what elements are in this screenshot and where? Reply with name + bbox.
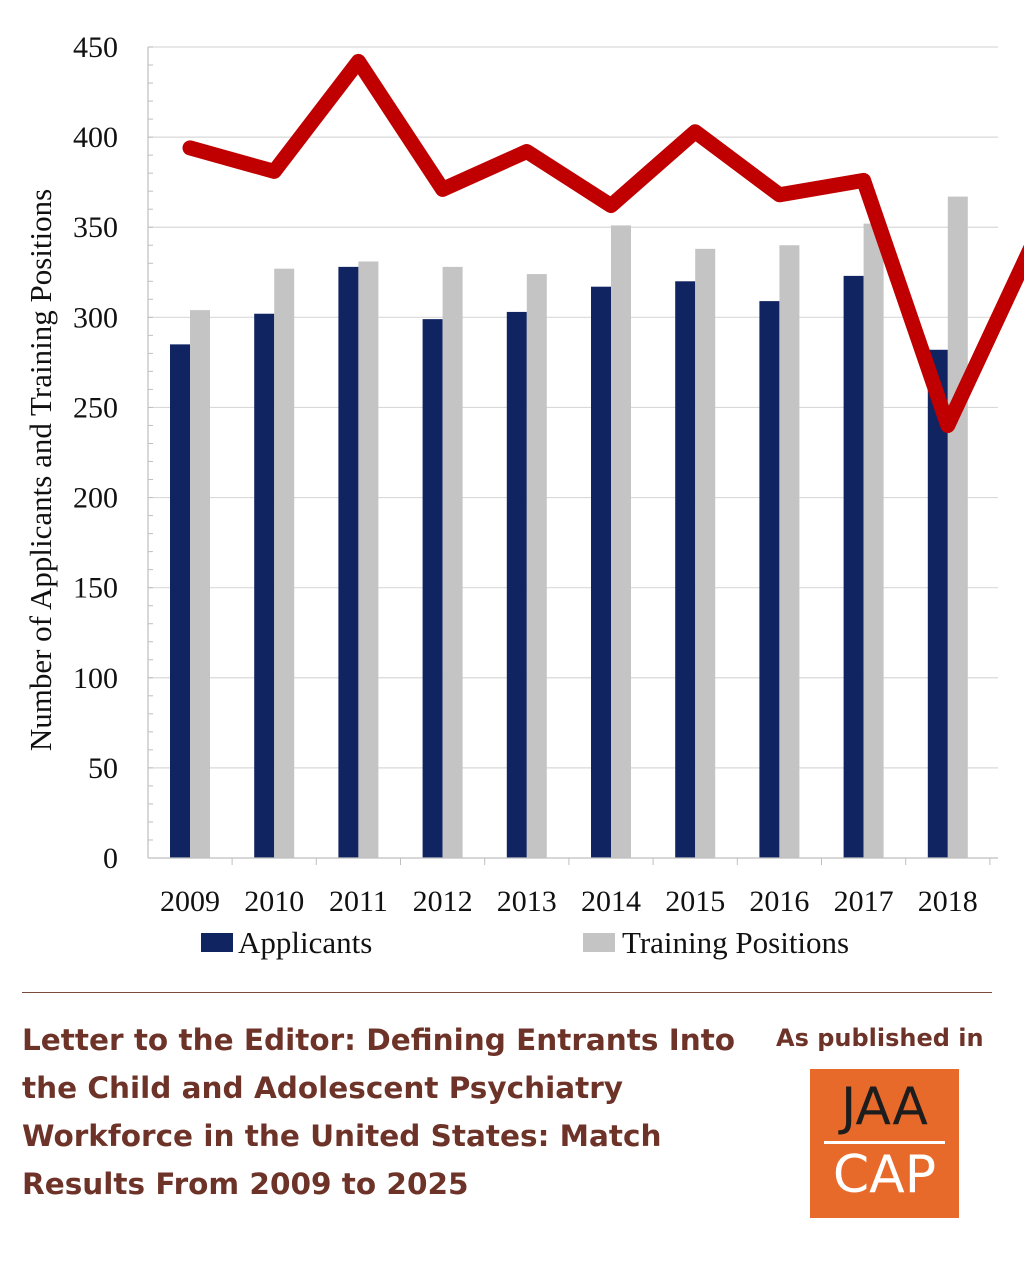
published-in-label: As published in — [776, 1024, 984, 1052]
x-tick-label: 2015 — [665, 885, 725, 918]
bar-applicants — [254, 313, 275, 858]
bar-training-positions — [779, 245, 800, 858]
y-tick-label: 400 — [73, 121, 118, 154]
x-tick-label: 2011 — [329, 885, 388, 918]
line-series — [182, 53, 1024, 433]
bar-training-positions — [863, 223, 884, 858]
jaacap-logo: JAA CAP — [810, 1069, 959, 1218]
y-tick-label: 300 — [73, 301, 118, 334]
x-tick-label: 2018 — [918, 885, 978, 918]
y-tick-label: 50 — [88, 752, 118, 785]
caption-divider — [22, 992, 992, 993]
bar-applicants — [675, 281, 696, 858]
bar-applicants — [759, 301, 780, 858]
x-tick-label: 2013 — [497, 885, 557, 918]
bar-training-positions — [358, 261, 379, 858]
bar-training-positions — [274, 268, 295, 858]
y-tick-label: 0 — [103, 842, 118, 875]
article-headline: Letter to the Editor: Defining Entrants … — [22, 1023, 736, 1201]
bar-training-positions — [695, 248, 716, 859]
y-tick-label: 350 — [73, 211, 118, 244]
y-tick-label: 200 — [73, 482, 118, 515]
x-tick-label: 2016 — [749, 885, 809, 918]
bar-training-positions — [526, 274, 547, 859]
y-axis-label: Number of Applicants and Training Positi… — [23, 189, 58, 751]
bar-training-positions — [190, 310, 210, 858]
y-tick-label: 150 — [73, 572, 118, 605]
bars — [170, 196, 968, 859]
legend-swatch-training-positions — [583, 933, 615, 952]
x-tick-label: 2010 — [244, 885, 304, 918]
logo-divider — [824, 1141, 945, 1144]
bar-applicants — [422, 319, 443, 858]
bar-applicants — [170, 344, 190, 858]
legend-swatch-applicants — [201, 933, 233, 952]
axes — [147, 46, 998, 865]
y-tick-label: 100 — [73, 662, 118, 695]
legend-label-applicants: Applicants — [238, 925, 372, 960]
bar-applicants — [591, 286, 611, 858]
bar-training-positions — [611, 225, 631, 859]
bar-applicants — [843, 275, 864, 859]
x-tick-label: 2012 — [413, 885, 473, 918]
bar-line-chart: 0 50 100 150 200 250 300 350 400 450 2009 2010 2011 2… — [23, 31, 1024, 960]
bar-applicants — [506, 311, 527, 859]
bar-applicants — [338, 266, 359, 859]
y-tick-label: 250 — [73, 391, 118, 424]
x-tick-label: 2017 — [834, 885, 894, 918]
logo-text-top: JAA — [840, 1077, 928, 1137]
tick-labels: 0 50 100 150 200 250 300 350 400 450 2009 2010 2011 2… — [73, 31, 978, 918]
x-tick-label: 2009 — [160, 885, 220, 918]
logo-text-bottom: CAP — [832, 1145, 937, 1205]
trend-line — [182, 53, 1024, 433]
bar-training-positions — [442, 266, 463, 859]
legend-label-training-positions: Training Positions — [622, 925, 849, 960]
bar-training-positions — [947, 196, 968, 858]
legend: Applicants Training Positions — [201, 925, 849, 960]
bar-applicants — [927, 349, 948, 858]
y-tick-label: 450 — [73, 31, 118, 64]
x-tick-label: 2014 — [581, 885, 641, 918]
